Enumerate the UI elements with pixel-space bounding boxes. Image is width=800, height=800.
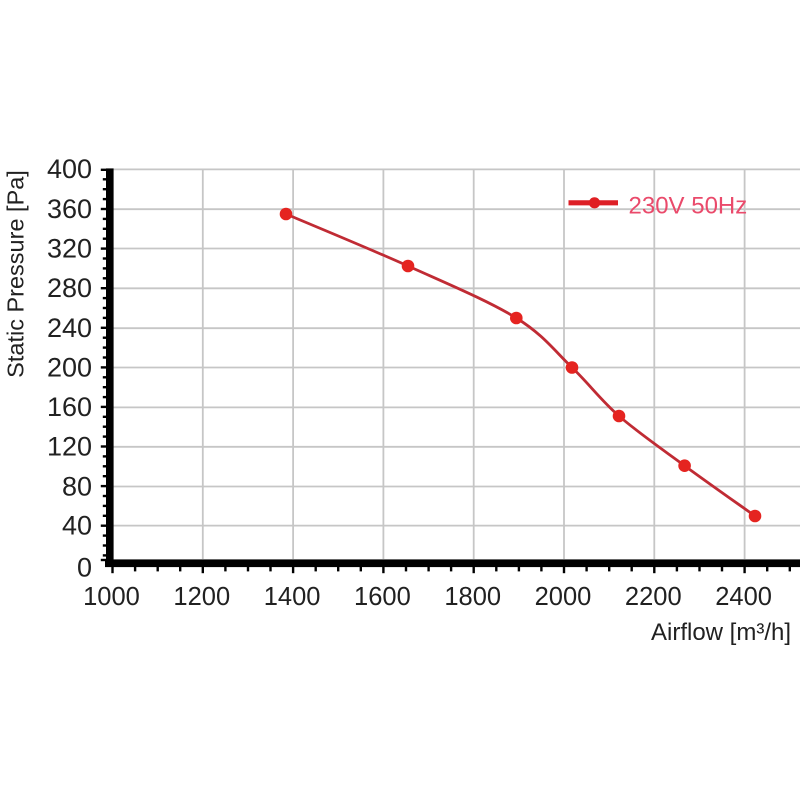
- svg-text:2200: 2200: [625, 583, 682, 611]
- svg-text:230V 50Hz: 230V 50Hz: [629, 193, 748, 220]
- svg-text:1200: 1200: [173, 583, 230, 611]
- svg-text:320: 320: [47, 233, 92, 263]
- svg-text:2000: 2000: [535, 583, 592, 611]
- svg-text:240: 240: [47, 313, 92, 343]
- svg-text:120: 120: [47, 432, 92, 462]
- svg-text:1800: 1800: [444, 583, 501, 611]
- svg-text:80: 80: [62, 471, 92, 501]
- svg-text:1000: 1000: [83, 583, 140, 611]
- svg-text:1600: 1600: [354, 583, 411, 611]
- svg-text:160: 160: [47, 392, 92, 422]
- svg-text:400: 400: [47, 154, 92, 184]
- svg-text:200: 200: [47, 352, 92, 382]
- svg-text:280: 280: [47, 273, 92, 303]
- svg-text:360: 360: [47, 194, 92, 224]
- svg-text:1400: 1400: [264, 583, 321, 611]
- svg-text:0: 0: [77, 552, 92, 582]
- svg-text:Airflow [m³/h]: Airflow [m³/h]: [651, 619, 791, 646]
- svg-text:40: 40: [62, 510, 92, 540]
- svg-text:Static Pressure [Pa]: Static Pressure [Pa]: [3, 170, 29, 378]
- svg-text:2400: 2400: [715, 583, 772, 611]
